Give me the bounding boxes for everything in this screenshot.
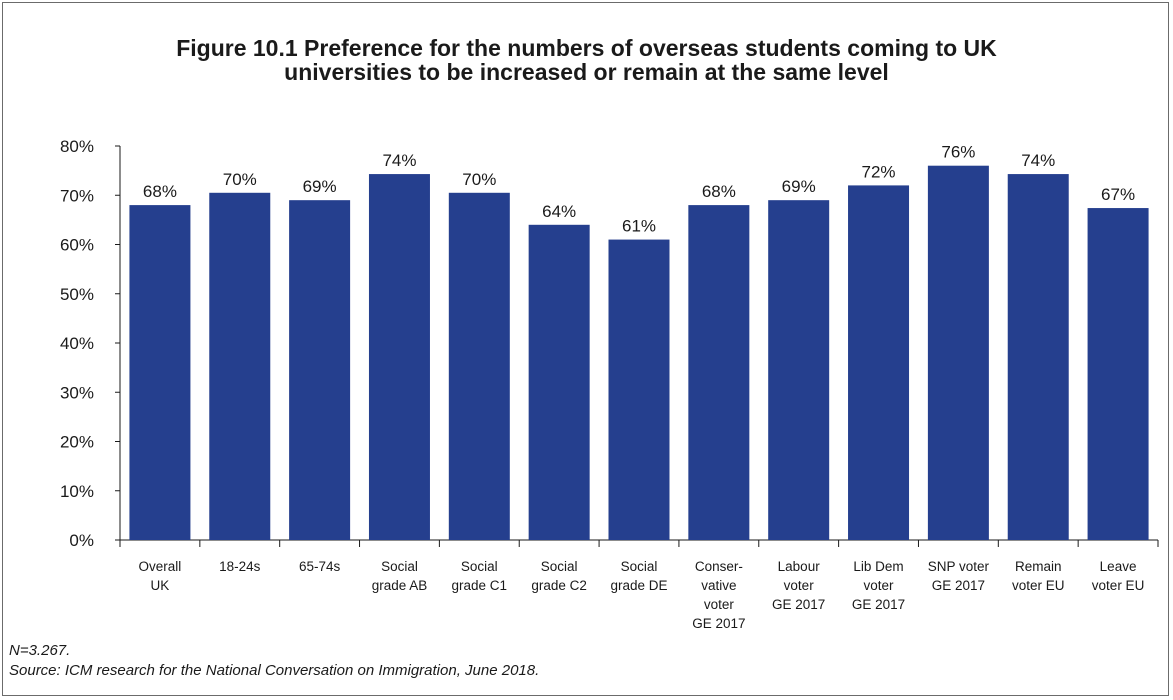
category-label-line: voter EU [1012,578,1065,593]
y-tick-label: 0% [69,531,94,550]
bar [688,205,750,540]
y-tick-label: 40% [60,334,94,353]
data-label: 74% [382,151,416,170]
category-label-line: GE 2017 [932,578,985,593]
category-label-line: Conser- [695,559,743,574]
data-label: 72% [862,162,896,181]
data-label: 68% [702,182,736,201]
y-tick-label: 60% [60,236,94,255]
data-label: 69% [303,177,337,196]
source-note: Source: ICM research for the National Co… [9,662,540,679]
chart-title-line-1: Figure 10.1 Preference for the numbers o… [176,35,997,61]
bar [927,165,989,540]
bar-chart: 0% 10% 20% 30% 40% 50% 60% 70% 80% 68% Overall UK 70… [60,137,1159,631]
data-label: 68% [143,182,177,201]
category-label-line: GE 2017 [852,597,905,612]
bar [368,174,430,540]
category-label-line: 65-74s [299,559,341,574]
category-label-line: voter [784,578,815,593]
category-label: Social grade DE [610,559,667,593]
category-label: 65-74s [299,559,341,574]
category-label: Overall UK [139,559,182,593]
y-tick-label: 70% [60,186,94,205]
bar [1007,174,1069,540]
category-label-line: grade DE [610,578,667,593]
bar [289,200,351,541]
category-label-line: Social [381,559,418,574]
data-label: 67% [1101,185,1135,204]
category-label: SNP voter GE 2017 [928,559,990,593]
category-label-line: grade AB [372,578,428,593]
data-label: 76% [941,143,975,162]
category-label: Leave voter EU [1092,559,1145,593]
category-label-line: Social [541,559,578,574]
bar [129,205,191,540]
bar [608,239,670,540]
category-label-line: GE 2017 [772,597,825,612]
sample-size-note: N=3.267. [9,642,71,659]
category-label-line: SNP voter [928,559,990,574]
bar [768,200,830,541]
category-label-line: GE 2017 [692,616,745,631]
y-tick-label: 50% [60,285,94,304]
data-label: 74% [1021,151,1055,170]
category-label-line: 18-24s [219,559,261,574]
data-label: 70% [462,170,496,189]
category-label: Conser-vative voter GE 2017 [692,559,745,631]
bar [1087,208,1149,540]
category-label-line: Remain [1015,559,1062,574]
category-label-line: vative [701,578,736,593]
category-label-line: grade C2 [531,578,587,593]
category-label-line: Overall [139,559,182,574]
data-label: 69% [782,177,816,196]
category-label-line: Social [621,559,658,574]
bar [528,224,590,541]
y-tick-label: 80% [60,137,94,156]
category-label-line: Labour [778,559,821,574]
category-label: 18-24s [219,559,261,574]
category-label: Remain voter EU [1012,559,1065,593]
category-label-line: Social [461,559,498,574]
category-label-line: voter [864,578,895,593]
category-label-line: grade C1 [452,578,508,593]
y-tick-label: 30% [60,383,94,402]
data-label: 70% [223,170,257,189]
category-label: Social grade C2 [531,559,587,593]
y-tick-label: 20% [60,433,94,452]
category-label-line: UK [151,578,170,593]
category-label-line: Lib Dem [853,559,903,574]
y-tick-label: 10% [60,482,94,501]
chart-notes: N=3.267. Source: ICM research for the Na… [9,641,539,681]
bar [209,192,271,540]
chart-title: Figure 10.1 Preference for the numbers o… [20,36,1153,84]
data-label: 64% [542,202,576,221]
category-label-line: voter [704,597,735,612]
category-label: Labour voter GE 2017 [772,559,825,612]
category-label: Lib Dem voter GE 2017 [852,559,905,612]
data-label: 61% [622,217,656,236]
bar [848,185,910,540]
chart-title-line-2: universities to be increased or remain a… [284,59,889,85]
category-label: Social grade AB [372,559,428,593]
category-label-line: voter EU [1092,578,1145,593]
category-label: Social grade C1 [452,559,508,593]
bar [448,192,510,540]
category-label-line: Leave [1100,559,1137,574]
